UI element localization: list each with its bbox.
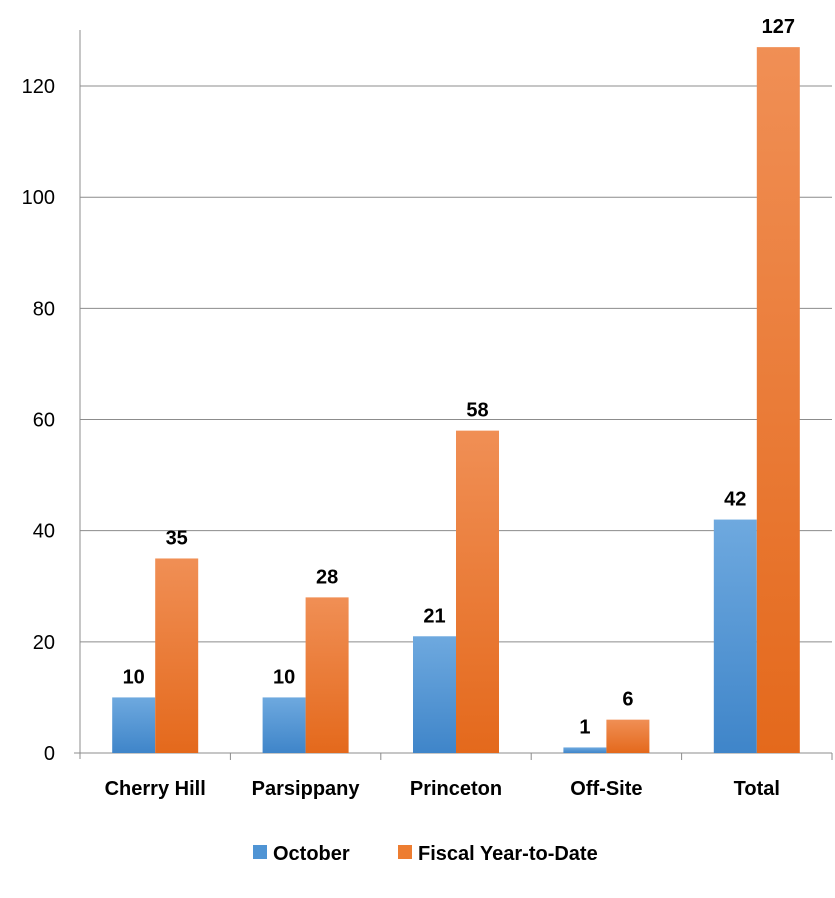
- data-label: 6: [622, 689, 633, 711]
- data-label: 10: [273, 666, 295, 688]
- data-label: 10: [123, 666, 145, 688]
- legend-swatch-fiscal-ytd: [398, 845, 412, 859]
- y-tick-label: 60: [33, 410, 55, 432]
- category-label: Total: [734, 778, 780, 800]
- bar-october: [563, 747, 607, 753]
- bar-october: [713, 519, 757, 753]
- bar-fiscal-ytd: [155, 558, 199, 753]
- legend-label: October: [273, 843, 350, 865]
- data-label: 1: [579, 716, 590, 738]
- bar-fiscal-ytd: [756, 47, 800, 754]
- legend-label: Fiscal Year-to-Date: [418, 843, 598, 865]
- data-label: 28: [316, 566, 338, 588]
- data-label: 42: [724, 489, 746, 511]
- legend: October Fiscal Year-to-Date: [253, 843, 598, 865]
- y-tick-label: 40: [33, 521, 55, 543]
- bars: [112, 47, 800, 754]
- legend-swatch-october: [253, 845, 267, 859]
- data-label: 21: [423, 605, 445, 627]
- data-label: 127: [762, 16, 795, 38]
- y-tick-label: 120: [22, 76, 55, 98]
- bar-october: [112, 697, 156, 753]
- x-axis: Cherry Hill Parsippany Princeton Off-Site To…: [80, 752, 833, 800]
- category-label: Cherry Hill: [105, 778, 206, 800]
- y-tick-label: 100: [22, 187, 55, 209]
- y-tick-label: 20: [33, 632, 55, 654]
- y-tick-label: 0: [44, 743, 55, 765]
- y-axis: 0 20 40 60 80 100 120: [22, 30, 81, 765]
- data-labels: 10 10 21 1 42 35 28 58 6 127: [123, 16, 795, 738]
- y-tick-label: 80: [33, 298, 55, 320]
- category-label: Off-Site: [570, 778, 642, 800]
- gridlines: [80, 85, 832, 643]
- bar-fiscal-ytd: [305, 597, 349, 753]
- category-label: Parsippany: [252, 778, 361, 800]
- bar-fiscal-ytd: [606, 719, 650, 753]
- bar-october: [262, 697, 306, 753]
- category-label: Princeton: [410, 778, 502, 800]
- data-label: 35: [166, 527, 188, 549]
- bar-october: [413, 636, 456, 753]
- data-label: 58: [466, 400, 488, 422]
- bar-fiscal-ytd: [456, 430, 499, 753]
